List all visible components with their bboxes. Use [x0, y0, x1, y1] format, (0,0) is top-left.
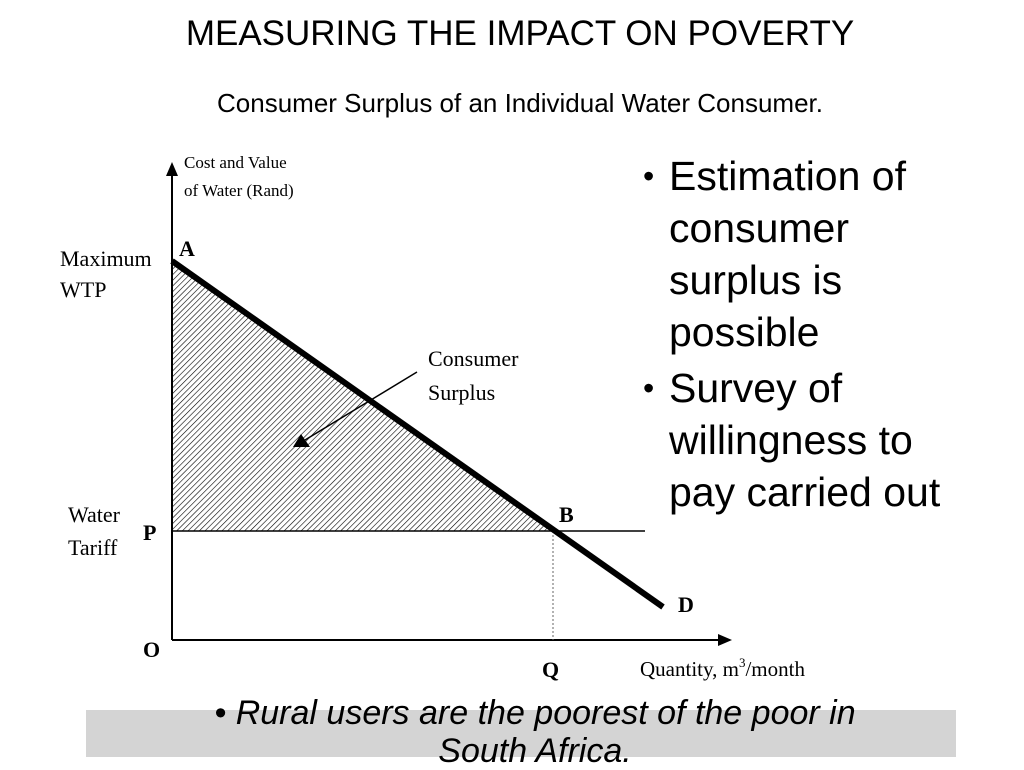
footer-bullet-dot-icon: • — [214, 694, 236, 732]
footer-bullet: • Rural users are the poorest of the poo… — [100, 694, 970, 770]
x-axis-label: Quantity, m3/month — [640, 655, 805, 681]
origin-label: O — [143, 637, 160, 662]
y-axis-label-line1: Cost and Value — [184, 153, 287, 172]
bullet-list: • Estimation of consumer surplus is poss… — [643, 150, 1013, 522]
point-q-label: Q — [542, 657, 559, 682]
bullet-dot-icon: • — [643, 370, 655, 406]
max-wtp-label-line1: Maximum — [60, 246, 152, 271]
max-wtp-label-line2: WTP — [60, 277, 106, 302]
point-a-label: A — [179, 236, 195, 261]
bullet-dot-icon: • — [643, 158, 655, 194]
water-tariff-label-line2: Tariff — [68, 535, 118, 560]
bullet-line: surplus is — [669, 257, 843, 303]
demand-curve — [170, 258, 665, 610]
slide-title: MEASURING THE IMPACT ON POVERTY — [185, 14, 855, 53]
bullet-line: pay carried out — [669, 469, 941, 515]
bullet-item-survey: • Survey of willingness to pay carried o… — [643, 362, 1013, 518]
consumer-surplus-label-line1: Consumer — [428, 346, 519, 371]
x-axis-arrowhead — [718, 634, 732, 646]
x-axis-label-superscript: 3 — [739, 655, 746, 670]
y-axis-arrowhead — [166, 162, 178, 176]
bullet-line: Estimation of — [669, 153, 906, 199]
x-axis-label-suffix: /month — [745, 657, 805, 681]
bullet-line: willingness to — [669, 417, 913, 463]
bullet-item-estimation: • Estimation of consumer surplus is poss… — [643, 150, 1013, 358]
point-d-label: D — [678, 592, 694, 617]
footer-banner — [86, 710, 956, 757]
water-tariff-label-line1: Water — [68, 502, 121, 527]
consumer-surplus-pointer-head — [293, 434, 310, 447]
slide-subtitle: Consumer Surplus of an Individual Water … — [217, 88, 823, 118]
footer-line-2: South Africa. — [438, 732, 632, 770]
footer-line-1: Rural users are the poorest of the poor … — [235, 694, 856, 732]
x-axis-label-prefix: Quantity, m — [640, 657, 739, 681]
footer-line: • Rural users are the poorest of the poo… — [100, 694, 970, 732]
point-p-label: P — [143, 520, 156, 545]
consumer-surplus-pointer — [304, 371, 418, 441]
y-axis-label-line2: of Water (Rand) — [184, 181, 294, 200]
bullet-line: possible — [669, 309, 820, 355]
bullet-line: Survey of — [669, 365, 843, 411]
bullet-line: consumer — [669, 205, 850, 251]
consumer-surplus-label-line2: Surplus — [428, 380, 495, 405]
point-b-label: B — [559, 502, 574, 527]
